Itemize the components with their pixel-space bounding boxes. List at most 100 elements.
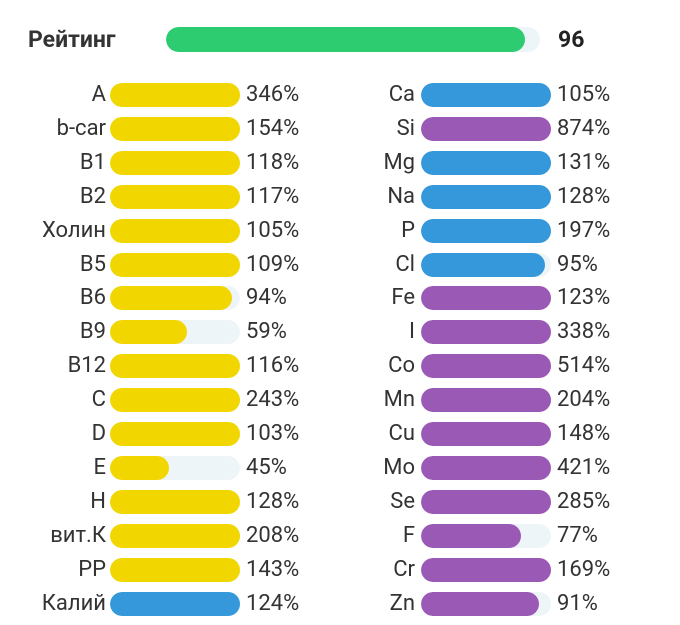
percent-label: 45% bbox=[246, 454, 287, 480]
nutrient-name: Se bbox=[390, 488, 415, 514]
percent-label: 243% bbox=[246, 387, 300, 413]
bar bbox=[421, 320, 551, 345]
bar bbox=[110, 557, 240, 582]
bar bbox=[421, 422, 551, 446]
percent-label: 77% bbox=[557, 522, 598, 548]
bar bbox=[110, 184, 240, 209]
bar-track bbox=[110, 320, 240, 345]
nutrient-name: D bbox=[91, 421, 106, 446]
percent-label: 116% bbox=[246, 353, 300, 379]
bar-track bbox=[110, 184, 240, 209]
bar bbox=[110, 252, 240, 277]
bar bbox=[110, 320, 187, 345]
bar bbox=[110, 354, 240, 379]
bar-track bbox=[110, 286, 240, 311]
percent-label: 59% bbox=[246, 319, 287, 345]
bar-track bbox=[110, 354, 240, 379]
percent-label: 169% bbox=[557, 556, 611, 582]
percent-label: 346% bbox=[246, 82, 300, 107]
percent-label: 204% bbox=[557, 387, 611, 413]
nutrient-name: Калий bbox=[41, 590, 106, 616]
bar bbox=[110, 489, 240, 514]
bar-track bbox=[110, 455, 240, 480]
percent-label: 208% bbox=[246, 522, 300, 548]
percent-label: 128% bbox=[246, 488, 300, 514]
bar bbox=[110, 455, 169, 480]
percent-label: 128% bbox=[557, 183, 611, 209]
bar bbox=[421, 557, 551, 582]
nutrient-name: Na bbox=[387, 183, 415, 209]
bar-track bbox=[421, 591, 551, 616]
nutrient-name: I bbox=[409, 319, 415, 345]
bar bbox=[110, 218, 240, 243]
nutrient-name: P bbox=[401, 217, 415, 243]
bar-track bbox=[421, 252, 551, 277]
bar-track bbox=[110, 388, 240, 413]
bar bbox=[421, 455, 551, 480]
bar-track bbox=[110, 218, 240, 243]
percent-label: 154% bbox=[246, 115, 300, 141]
nutrient-name: Co bbox=[388, 353, 415, 379]
bar bbox=[110, 150, 240, 175]
percent-label: 514% bbox=[557, 353, 611, 379]
percent-label: 123% bbox=[557, 285, 611, 311]
bar bbox=[110, 523, 240, 548]
rating-value: 96 bbox=[558, 26, 585, 53]
bar-track bbox=[110, 150, 240, 175]
bar-track bbox=[110, 83, 240, 107]
bar bbox=[421, 218, 551, 243]
bar bbox=[421, 184, 551, 209]
nutrient-name: Zn bbox=[389, 590, 415, 616]
bar bbox=[421, 591, 540, 616]
nutrient-name: Ca bbox=[388, 82, 415, 107]
bar bbox=[421, 354, 551, 379]
bar-track bbox=[110, 591, 240, 616]
percent-label: 105% bbox=[557, 82, 611, 107]
bar bbox=[421, 252, 545, 277]
bar-track bbox=[421, 489, 551, 514]
nutrient-name: B12 bbox=[67, 353, 106, 379]
nutrient-name: вит.К bbox=[50, 522, 106, 548]
nutrient-name: A bbox=[91, 82, 106, 107]
bar-track bbox=[421, 388, 551, 413]
bar-track bbox=[110, 116, 240, 141]
percent-label: 118% bbox=[246, 149, 300, 175]
bar-track bbox=[110, 489, 240, 514]
bar-track bbox=[421, 455, 551, 480]
bar-track bbox=[421, 218, 551, 243]
nutrient-name: Fe bbox=[391, 285, 415, 311]
nutrient-name: PP bbox=[78, 556, 106, 582]
rating-label: Рейтинг bbox=[28, 26, 116, 53]
percent-label: 124% bbox=[246, 590, 300, 616]
bar-track bbox=[421, 523, 551, 548]
nutrient-name: B6 bbox=[79, 285, 106, 311]
rating-bar bbox=[166, 27, 526, 52]
percent-label: 131% bbox=[557, 149, 611, 175]
nutrient-name: Si bbox=[396, 115, 415, 141]
percent-label: 94% bbox=[246, 285, 287, 311]
nutrient-name: Mg bbox=[383, 149, 415, 175]
bar bbox=[110, 116, 240, 141]
bar-track bbox=[110, 422, 240, 446]
bar bbox=[110, 422, 240, 446]
bar-track bbox=[110, 557, 240, 582]
percent-label: 421% bbox=[557, 454, 611, 480]
bar bbox=[421, 523, 522, 548]
nutrient-name: Mo bbox=[383, 454, 415, 480]
rating-track bbox=[166, 27, 540, 52]
percent-label: 874% bbox=[557, 115, 611, 141]
nutrient-name: H bbox=[90, 488, 106, 514]
bar bbox=[421, 388, 551, 413]
bar bbox=[421, 116, 551, 141]
nutrient-name: F bbox=[402, 522, 415, 548]
percent-label: 143% bbox=[246, 556, 300, 582]
bar bbox=[110, 286, 233, 311]
nutrient-name: B1 bbox=[79, 149, 106, 175]
nutrient-name: Cr bbox=[393, 556, 415, 582]
bar bbox=[421, 489, 551, 514]
percent-label: 103% bbox=[246, 421, 300, 446]
nutrient-name: C bbox=[91, 387, 106, 413]
nutrient-name: B9 bbox=[79, 319, 106, 345]
bar-track bbox=[421, 184, 551, 209]
